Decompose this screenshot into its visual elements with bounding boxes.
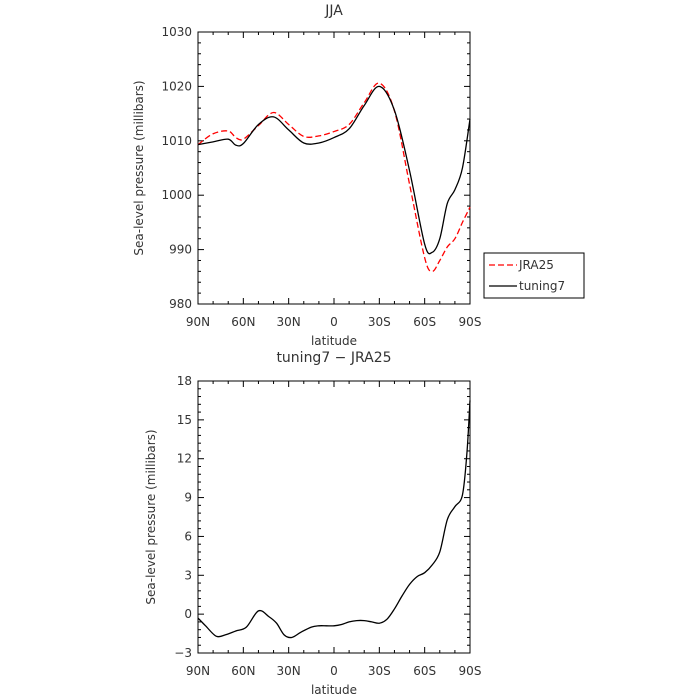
bottom-y-tick-label: 0 xyxy=(184,607,192,621)
legend-label-tuning7: tuning7 xyxy=(519,279,565,293)
top-x-tick-labels: 90N 60N 30N 0 30S 60S 90S xyxy=(186,315,482,329)
top-x-tick-label: 90N xyxy=(186,315,210,329)
bottom-chart-title: tuning7 − JRA25 xyxy=(276,350,391,366)
bottom-x-tick-labels: 90N 60N 30N 0 30S 60S 90S xyxy=(186,664,482,678)
top-y-tick-label: 1030 xyxy=(161,25,192,39)
legend-box xyxy=(483,252,585,299)
bottom-x-tick-label: 90S xyxy=(459,664,482,678)
top-series-lines xyxy=(197,82,471,273)
bottom-y-axis-label: Sea-level pressure (millibars) xyxy=(144,429,158,604)
bottom-y-tick-label: 15 xyxy=(177,413,192,427)
bottom-y-tick-label: 6 xyxy=(184,529,192,543)
bottom-y-tick-label: 12 xyxy=(177,452,192,466)
top-chart-title: JJA xyxy=(324,3,343,19)
bottom-x-axis-label: latitude xyxy=(311,683,357,697)
bottom-axis-ticks xyxy=(197,380,471,654)
top-x-axis-label: latitude xyxy=(311,334,357,348)
top-x-tick-label: 0 xyxy=(330,315,338,329)
top-y-tick-labels: 980 990 1000 1010 1020 1030 xyxy=(161,25,192,311)
bottom-x-tick-label: 30S xyxy=(368,664,391,678)
top-x-tick-label: 90S xyxy=(459,315,482,329)
top-y-tick-label: 1010 xyxy=(161,134,192,148)
top-axis-ticks xyxy=(197,31,471,305)
legend: JRA25 tuning7 xyxy=(483,252,585,299)
bottom-y-tick-label: 9 xyxy=(184,491,192,505)
bottom-plot-frame xyxy=(197,380,471,654)
top-series-line-jra25 xyxy=(197,82,471,273)
top-y-axis-label: Sea-level pressure (millibars) xyxy=(132,80,146,255)
bottom-y-tick-label: 3 xyxy=(184,568,192,582)
bottom-x-tick-label: 30N xyxy=(277,664,301,678)
bottom-x-tick-label: 90N xyxy=(186,664,210,678)
top-x-tick-label: 60N xyxy=(231,315,255,329)
bottom-x-tick-label: 0 xyxy=(330,664,338,678)
top-plot-frame xyxy=(197,31,471,305)
top-x-tick-label: 30N xyxy=(277,315,301,329)
bottom-series-line-series-0 xyxy=(197,400,471,639)
top-y-tick-label: 980 xyxy=(169,297,192,311)
legend-label-jra25: JRA25 xyxy=(518,258,554,272)
bottom-x-tick-label: 60S xyxy=(413,664,436,678)
top-panel: JJA 980 990 1000 1010 1020 1030 90N 60N 30N 0 30S… xyxy=(132,3,585,348)
top-y-tick-label: 1020 xyxy=(161,79,192,93)
top-series-line-tuning7 xyxy=(197,85,471,255)
bottom-x-tick-label: 60N xyxy=(231,664,255,678)
top-y-tick-label: 990 xyxy=(169,243,192,257)
bottom-y-tick-labels: −3 0 3 6 9 12 15 18 xyxy=(174,374,192,660)
top-y-tick-label: 1000 xyxy=(161,188,192,202)
bottom-series-lines xyxy=(197,400,471,639)
bottom-y-tick-label: 18 xyxy=(177,374,192,388)
bottom-panel: tuning7 − JRA25 −3 0 3 6 9 12 15 18 90N 60N 30N 0 3… xyxy=(144,350,481,697)
bottom-y-tick-label: −3 xyxy=(174,646,192,660)
top-x-tick-label: 60S xyxy=(413,315,436,329)
top-x-tick-label: 30S xyxy=(368,315,391,329)
